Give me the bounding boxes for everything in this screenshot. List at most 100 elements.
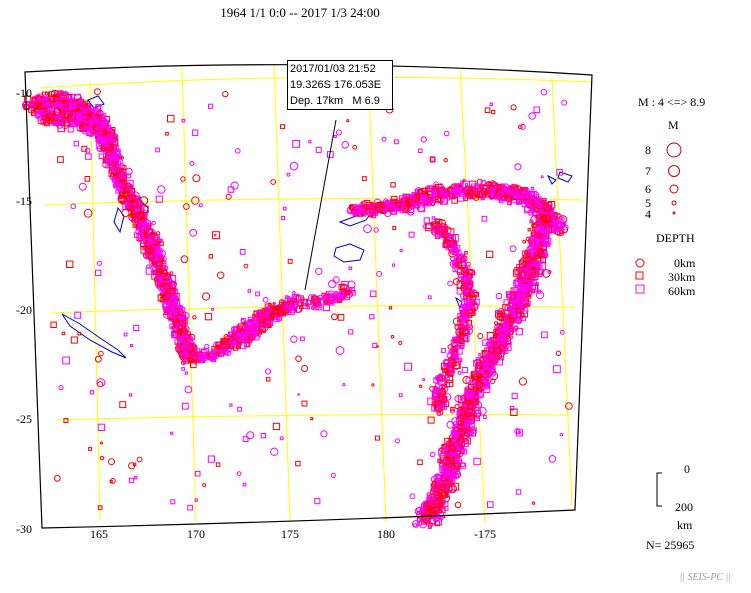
earthquake-marker: [170, 499, 176, 505]
earthquake-marker: [369, 314, 375, 320]
earthquake-marker: [497, 323, 506, 331]
earthquake-marker: [450, 342, 458, 350]
legend-mag-6-symbol: [669, 184, 679, 194]
earthquake-marker: [439, 484, 447, 492]
earthquake-marker: [529, 264, 537, 273]
earthquake-marker: [375, 435, 381, 441]
earthquake-marker: [221, 348, 226, 353]
earthquake-marker: [116, 158, 124, 166]
legend-mag-label: 8: [645, 143, 651, 157]
earthquake-marker: [511, 192, 517, 197]
earthquake-marker: [138, 220, 143, 224]
earthquake-marker: [121, 165, 127, 170]
earthquake-marker: [372, 342, 378, 348]
earthquake-marker: [530, 186, 535, 190]
earthquake-marker: [463, 288, 468, 293]
earthquake-marker: [187, 504, 193, 511]
earthquake-marker: [111, 176, 116, 181]
earthquake-marker: [501, 183, 510, 192]
event-count: N= 25965: [646, 538, 695, 552]
earthquake-marker: [151, 220, 156, 226]
earthquake-marker: [198, 203, 203, 208]
earthquake-marker: [167, 303, 174, 310]
earthquake-marker: [39, 106, 44, 110]
earthquake-marker: [330, 472, 336, 478]
earthquake-marker: [491, 110, 496, 115]
earthquake-marker: [406, 197, 413, 204]
earthquake-marker: [202, 354, 207, 359]
earthquake-marker: [62, 356, 71, 365]
earthquake-marker: [475, 381, 484, 389]
earthquake-marker: [522, 190, 529, 198]
legend-mag-5-symbol: [671, 200, 677, 206]
earthquake-marker: [465, 320, 473, 327]
earthquake-marker: [523, 250, 529, 255]
earthquake-marker: [227, 186, 235, 193]
earthquake-marker: [464, 411, 471, 418]
earthquake-marker: [533, 247, 539, 252]
earthquake-marker: [424, 514, 432, 522]
earthquake-marker: [70, 336, 78, 344]
earthquake-marker: [511, 392, 518, 399]
earthquake-marker: [129, 194, 136, 202]
earthquake-marker: [225, 193, 232, 200]
earthquake-marker: [446, 477, 454, 484]
lon-line-175: [273, 63, 291, 523]
earthquake-marker: [433, 473, 442, 482]
earthquake-marker: [559, 433, 563, 437]
magnitude-range: M : 4 <=> 8.9: [638, 95, 706, 109]
earthquake-marker: [527, 228, 531, 232]
earthquake-marker: [473, 457, 481, 466]
earthquake-marker: [443, 240, 452, 249]
earthquake-marker: [453, 442, 460, 448]
earthquake-marker: [202, 348, 206, 351]
earthquake-marker: [73, 118, 80, 125]
earthquake-marker: [459, 338, 465, 344]
earthquake-marker: [367, 212, 372, 217]
earthquake-marker: [541, 205, 550, 214]
earthquake-marker: [130, 344, 134, 348]
earthquake-marker: [102, 112, 107, 117]
earthquake-marker: [519, 303, 527, 310]
earthquake-marker: [138, 210, 145, 218]
earthquake-marker: [543, 203, 552, 212]
earthquake-marker: [404, 362, 413, 371]
popup-coords: 19.326S 176.053E: [290, 79, 382, 91]
earthquake-marker: [363, 224, 372, 234]
earthquake-marker: [514, 428, 521, 435]
earthquake-marker: [425, 500, 433, 508]
earthquake-marker: [492, 347, 501, 355]
lon-tick-label: 175: [281, 527, 299, 541]
earthquake-marker: [476, 416, 480, 420]
earthquake-marker: [183, 360, 187, 365]
depth-scale-bottom: 200: [675, 500, 693, 514]
event-info-popup[interactable]: 2017/01/03 21:52 19.326S 176.053E Dep. 1…: [287, 60, 393, 110]
earthquake-marker: [160, 282, 165, 286]
lon-line-180: [367, 64, 387, 523]
earthquake-marker: [444, 232, 449, 237]
earthquake-marker: [143, 252, 151, 260]
earthquake-marker: [436, 403, 442, 409]
earthquake-marker: [532, 231, 538, 237]
earthquake-marker: [192, 174, 201, 183]
earthquake-marker: [520, 267, 529, 276]
earthquake-marker: [448, 464, 453, 470]
earthquake-marker: [458, 444, 464, 449]
earthquake-marker: [145, 267, 154, 275]
earthquake-marker: [348, 266, 353, 271]
earthquake-marker: [148, 235, 156, 243]
earthquake-marker: [171, 281, 175, 286]
earthquake-marker: [431, 216, 436, 220]
earthquake-marker: [89, 390, 95, 395]
earthquake-marker: [133, 324, 140, 331]
earthquake-marker: [103, 144, 111, 153]
earthquake-marker: [286, 295, 291, 300]
earthquake-marker: [522, 239, 527, 244]
earthquake-marker: [456, 193, 460, 197]
earthquake-marker: [509, 245, 517, 253]
earthquake-marker: [181, 367, 185, 371]
earthquake-marker: [344, 290, 349, 295]
earthquake-marker: [395, 201, 402, 208]
earthquake-marker: [506, 292, 512, 298]
